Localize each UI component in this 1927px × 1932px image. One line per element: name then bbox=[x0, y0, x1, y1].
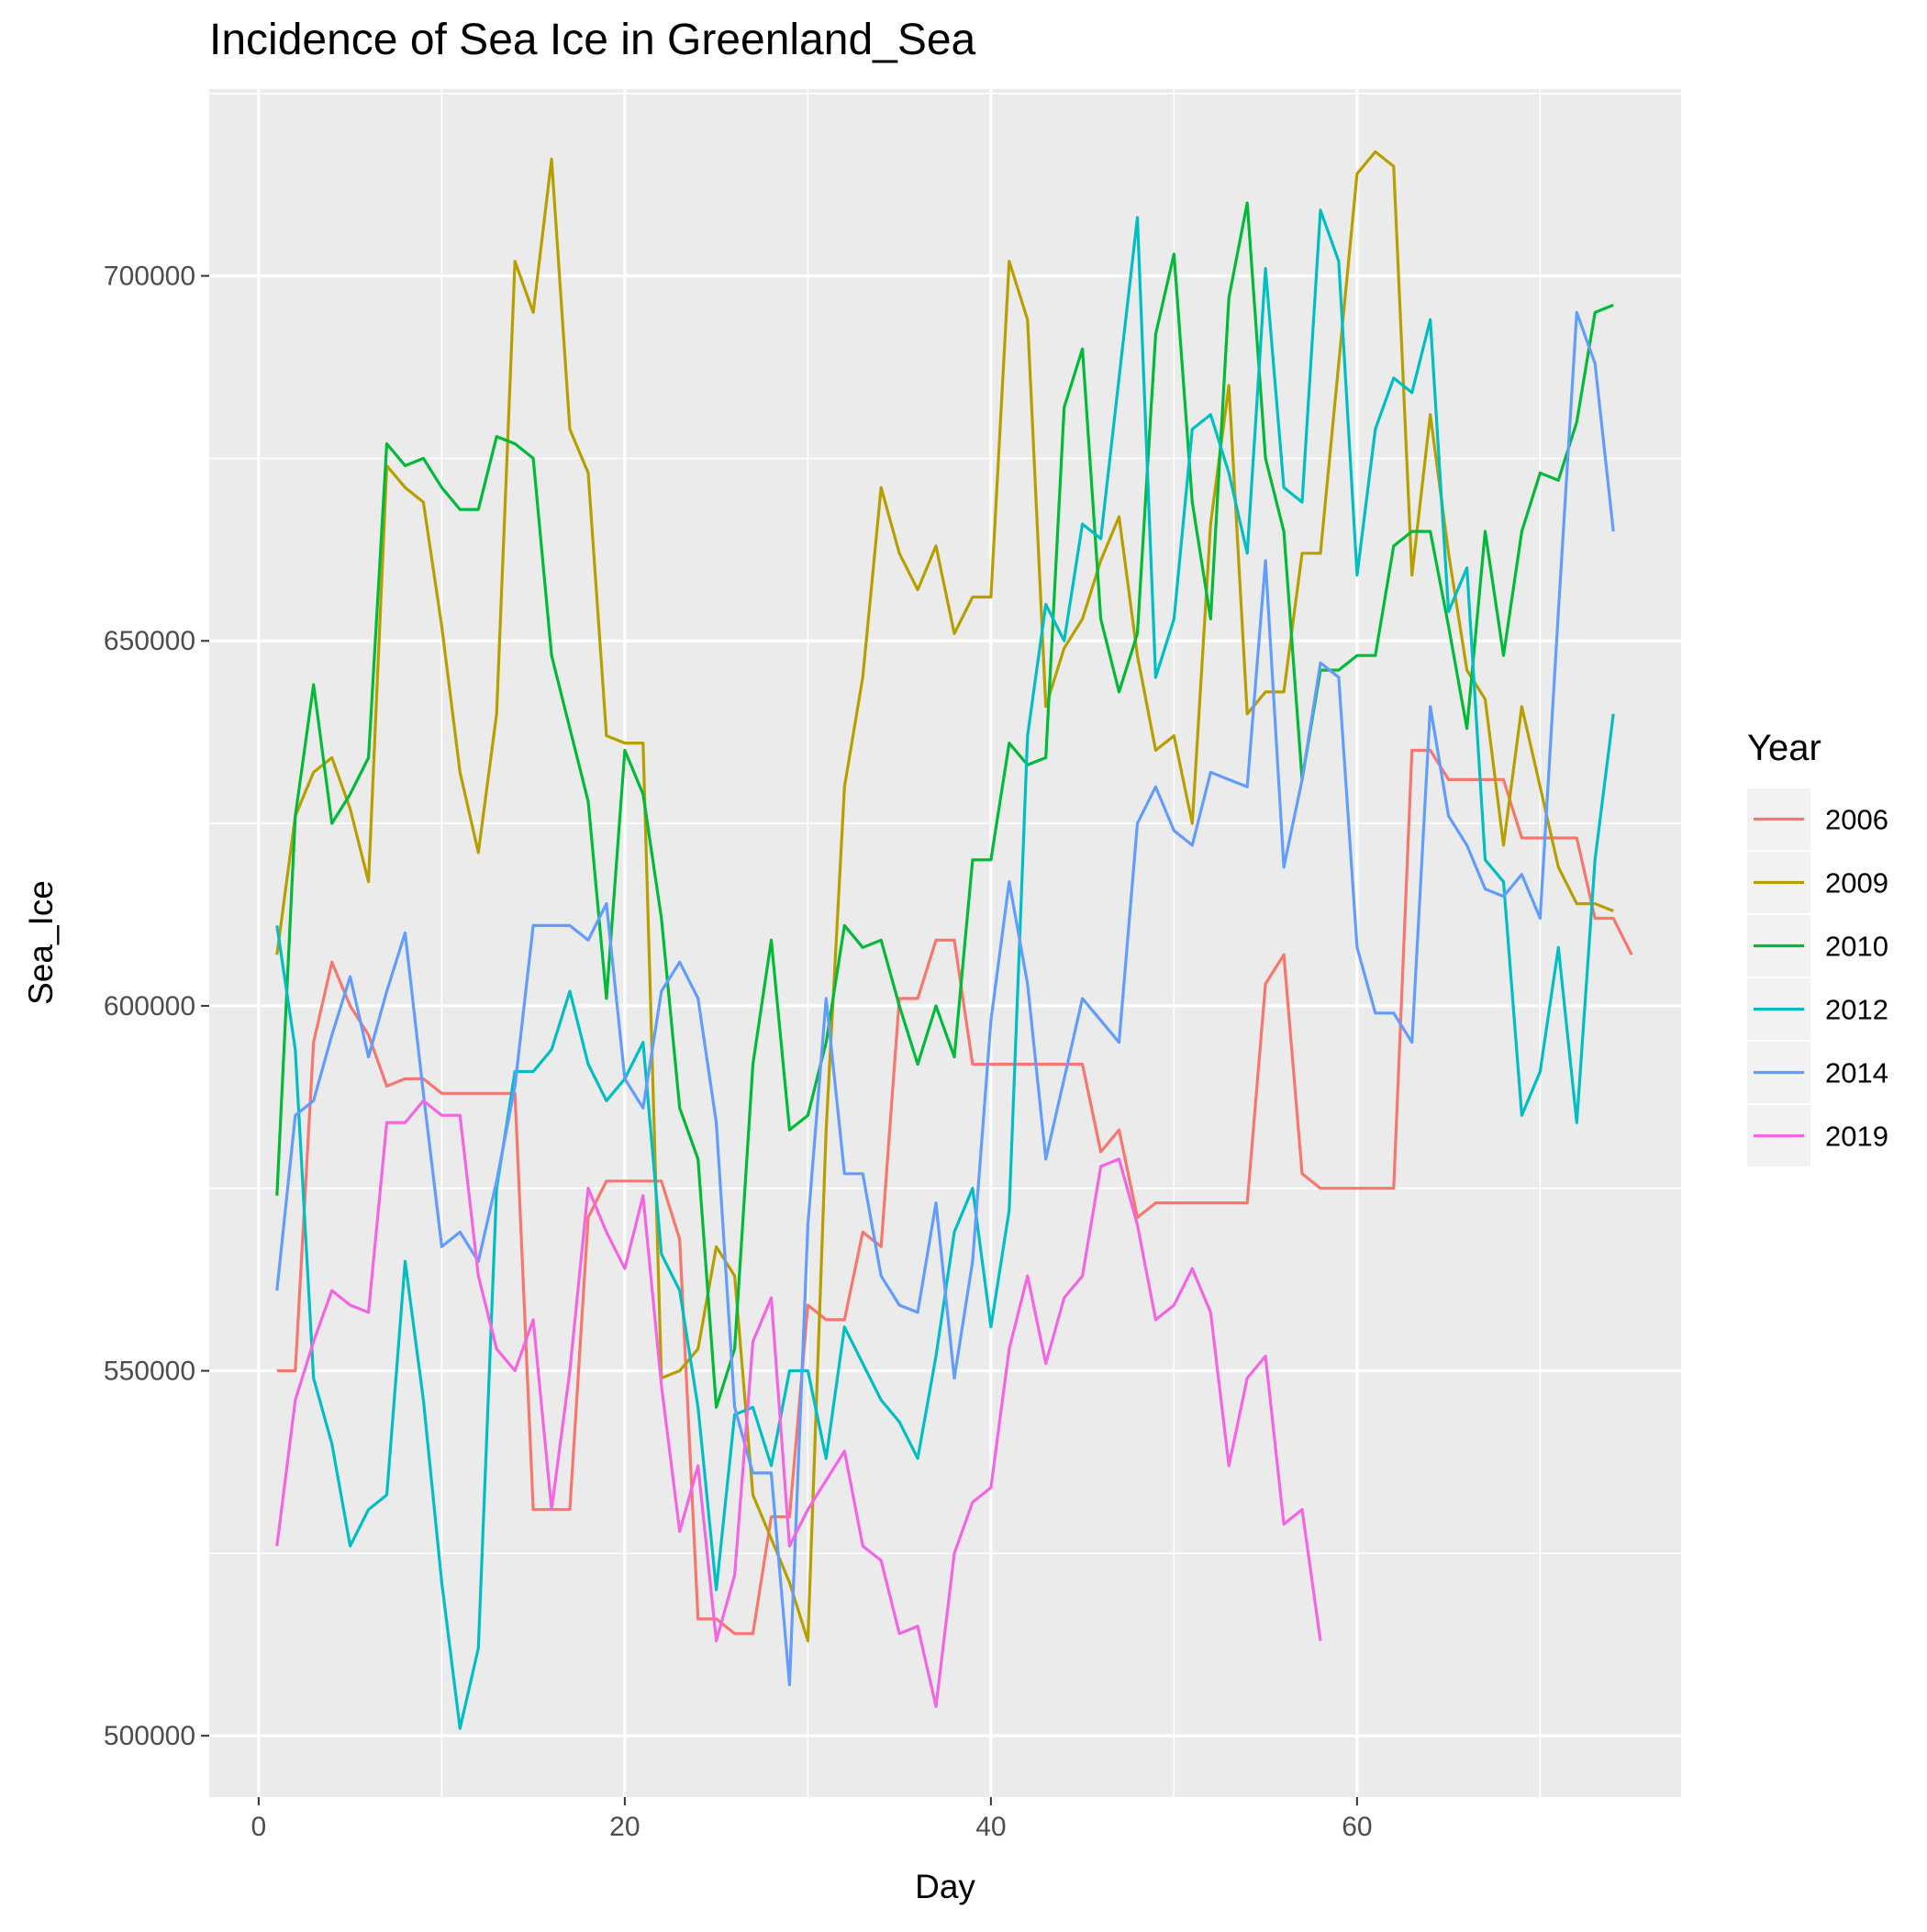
plot-panel bbox=[209, 89, 1681, 1797]
y-tick-label: 550000 bbox=[104, 1357, 195, 1387]
series-line-2006 bbox=[276, 748, 1633, 1636]
legend-label: 2009 bbox=[1825, 867, 1888, 899]
legend-item-2006: 2006 bbox=[1747, 788, 1888, 850]
chart-title: Incidence of Sea Ice in Greenland_Sea bbox=[209, 16, 976, 64]
legend-item-2010: 2010 bbox=[1747, 915, 1888, 977]
legend-label: 2012 bbox=[1825, 994, 1888, 1026]
y-tick-label: 700000 bbox=[104, 262, 195, 292]
legend-item-2014: 2014 bbox=[1747, 1042, 1888, 1103]
legend-item-2012: 2012 bbox=[1747, 978, 1888, 1040]
x-tick-label: 60 bbox=[1342, 1812, 1372, 1842]
x-axis-title: Day bbox=[915, 1868, 975, 1905]
x-tick-label: 40 bbox=[975, 1812, 1006, 1842]
series-line-2009 bbox=[275, 150, 1614, 1643]
y-axis-title: Sea_Ice bbox=[22, 880, 60, 1005]
x-tick-label: 20 bbox=[609, 1812, 640, 1842]
y-axis: 500000 550000 600000 650000 700000 bbox=[104, 262, 209, 1751]
legend-label: 2010 bbox=[1825, 931, 1888, 963]
grid-minor bbox=[209, 89, 1681, 1797]
legend-item-2019: 2019 bbox=[1747, 1105, 1888, 1167]
legend-item-2009: 2009 bbox=[1747, 852, 1888, 913]
y-tick-label: 650000 bbox=[104, 626, 195, 656]
legend-label: 2006 bbox=[1825, 804, 1888, 836]
legend-label: 2019 bbox=[1825, 1121, 1888, 1153]
legend-label: 2014 bbox=[1825, 1057, 1888, 1089]
y-tick-label: 500000 bbox=[104, 1721, 195, 1751]
legend-title: Year bbox=[1747, 728, 1821, 768]
x-axis: 0 20 40 60 bbox=[251, 1797, 1373, 1842]
series-line-2010 bbox=[275, 201, 1614, 1409]
x-tick-label: 0 bbox=[251, 1812, 267, 1842]
series-lines bbox=[275, 150, 1633, 1730]
series-line-2014 bbox=[275, 310, 1615, 1687]
legend: Year 2006 2009 2010 2012 2014 2019 bbox=[1747, 728, 1888, 1167]
series-line-2019 bbox=[275, 1099, 1322, 1709]
y-tick-label: 600000 bbox=[104, 991, 195, 1022]
